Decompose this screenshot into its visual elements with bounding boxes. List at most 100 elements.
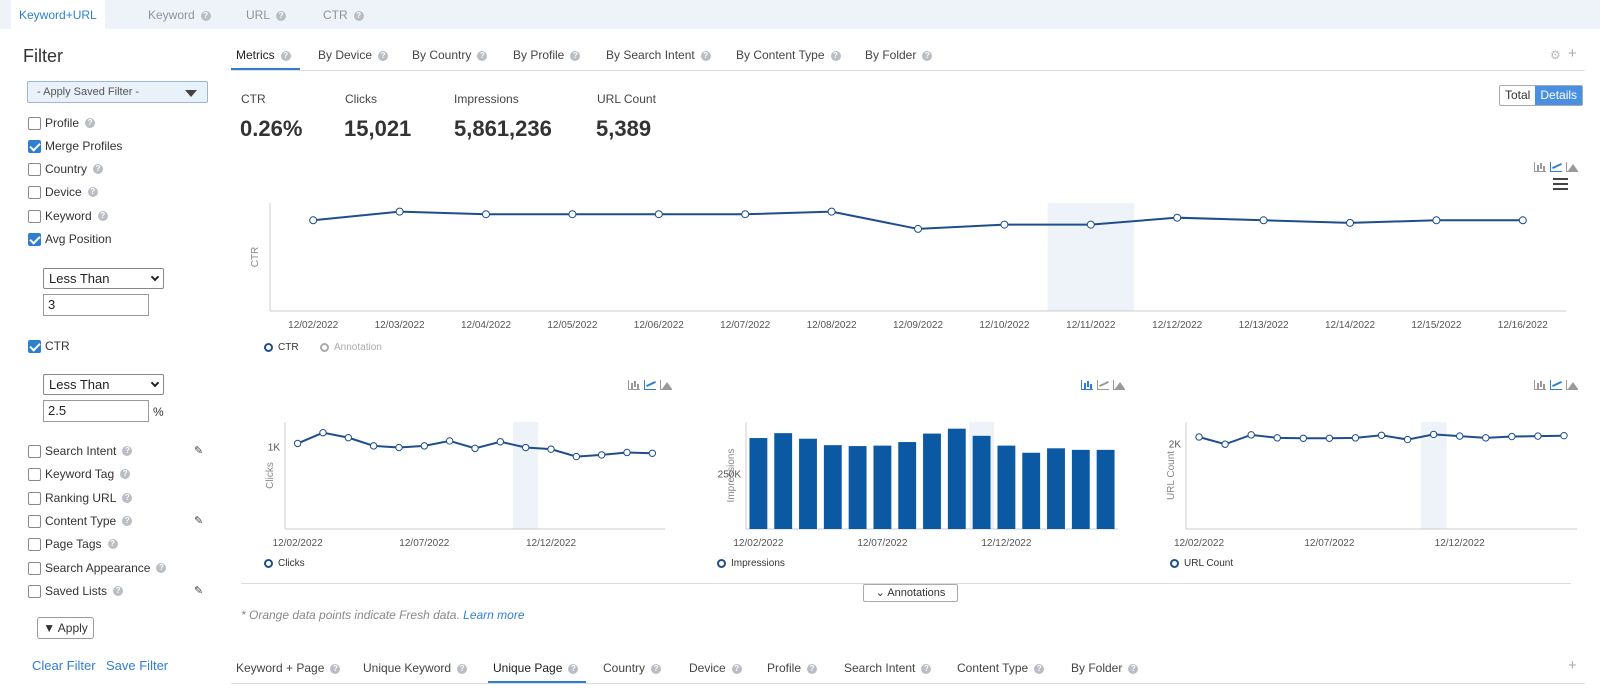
- tab-country[interactable]: Country?: [603, 661, 662, 675]
- filter-saved-lists[interactable]: Saved Lists?: [28, 583, 124, 599]
- apply-saved-filter-select[interactable]: - Apply Saved Filter -: [27, 81, 208, 103]
- question-icon[interactable]: ?: [93, 164, 104, 174]
- checkbox[interactable]: [28, 162, 41, 176]
- checkbox[interactable]: [28, 561, 41, 575]
- filter-ctr[interactable]: CTR: [28, 338, 70, 354]
- tab-profile[interactable]: Profile?: [767, 661, 818, 675]
- question-icon[interactable]: ?: [378, 51, 389, 61]
- top-tab-ctr[interactable]: CTR?: [315, 0, 372, 29]
- pencil-icon[interactable]: ✎: [194, 515, 204, 527]
- ctr-value-input[interactable]: 2.5: [43, 400, 149, 422]
- tab-by-content-type[interactable]: By Content Type?: [736, 48, 841, 62]
- filter-content-type[interactable]: Content Type?: [28, 513, 133, 529]
- tab-by-folder[interactable]: By Folder?: [865, 48, 933, 62]
- checkbox[interactable]: [28, 116, 41, 130]
- legend-clicks[interactable]: Clicks: [264, 558, 305, 569]
- question-icon[interactable]: ?: [700, 51, 711, 61]
- tab-by-profile[interactable]: By Profile?: [513, 48, 581, 62]
- bar-chart-icon[interactable]: [1534, 162, 1546, 172]
- question-icon[interactable]: ?: [922, 51, 933, 61]
- question-icon[interactable]: ?: [107, 539, 118, 549]
- tab-by-country[interactable]: By Country?: [412, 48, 488, 62]
- tab-by-folder-bottom[interactable]: By Folder?: [1071, 661, 1139, 675]
- checkbox[interactable]: [28, 185, 41, 199]
- tab-content-type[interactable]: Content Type?: [957, 661, 1045, 675]
- plus-icon[interactable]: +: [1568, 657, 1577, 674]
- checkbox[interactable]: [28, 232, 41, 246]
- legend-url-count[interactable]: URL Count: [1170, 558, 1233, 569]
- hamburger-icon[interactable]: [1553, 178, 1568, 190]
- question-icon[interactable]: ?: [457, 664, 468, 674]
- tab-unique-keyword[interactable]: Unique Keyword?: [363, 661, 468, 675]
- checkbox[interactable]: [28, 514, 41, 528]
- line-chart-icon[interactable]: [644, 380, 656, 390]
- avg-position-value-input[interactable]: 3: [43, 294, 149, 316]
- question-icon[interactable]: ?: [87, 187, 98, 197]
- question-icon[interactable]: ?: [921, 664, 932, 674]
- learn-more-link[interactable]: Learn more: [463, 608, 525, 622]
- filter-avg-position[interactable]: Avg Position: [28, 231, 112, 247]
- filter-page-tags[interactable]: Page Tags?: [28, 536, 118, 552]
- total-toggle-button[interactable]: Total: [1505, 88, 1531, 102]
- plus-icon[interactable]: +: [1568, 45, 1577, 62]
- checkbox[interactable]: [28, 209, 41, 223]
- bar-chart-icon[interactable]: [1081, 380, 1093, 390]
- question-icon[interactable]: ?: [156, 563, 167, 573]
- avg-position-operator-select[interactable]: Less Than: [43, 268, 164, 289]
- tab-keyword-page[interactable]: Keyword + Page?: [236, 661, 341, 675]
- area-chart-icon[interactable]: [1566, 162, 1578, 172]
- question-icon[interactable]: ?: [122, 446, 133, 456]
- question-icon[interactable]: ?: [97, 211, 108, 221]
- top-tab-url[interactable]: URL?: [238, 0, 294, 29]
- question-icon[interactable]: ?: [1128, 664, 1139, 674]
- tab-device[interactable]: Device?: [689, 661, 742, 675]
- checkbox[interactable]: [28, 491, 41, 505]
- tab-search-intent[interactable]: Search Intent?: [844, 661, 932, 675]
- question-icon[interactable]: ?: [353, 11, 364, 21]
- question-icon[interactable]: ?: [651, 664, 662, 674]
- legend-ctr[interactable]: CTR: [264, 342, 299, 353]
- filter-keyword-tag[interactable]: Keyword Tag?: [28, 466, 131, 482]
- question-icon[interactable]: ?: [280, 51, 291, 61]
- filter-device[interactable]: Device?: [28, 184, 98, 200]
- filter-ranking-url[interactable]: Ranking URL?: [28, 490, 133, 506]
- question-icon[interactable]: ?: [85, 118, 96, 128]
- checkbox[interactable]: [28, 139, 41, 153]
- question-icon[interactable]: ?: [570, 51, 581, 61]
- area-chart-icon[interactable]: [1113, 380, 1125, 390]
- question-icon[interactable]: ?: [807, 664, 818, 674]
- details-toggle-button[interactable]: Details: [1535, 86, 1583, 105]
- checkbox[interactable]: [28, 537, 41, 551]
- pencil-icon[interactable]: ✎: [194, 585, 204, 597]
- annotations-button[interactable]: ⌄ Annotations: [863, 584, 958, 602]
- line-chart-icon[interactable]: [1550, 380, 1562, 390]
- bar-chart-icon[interactable]: [628, 380, 640, 390]
- top-tab-keyword-url[interactable]: Keyword+URL: [11, 0, 105, 29]
- area-chart-icon[interactable]: [660, 380, 672, 390]
- bar-chart-icon[interactable]: [1534, 380, 1546, 390]
- filter-search-intent[interactable]: Search Intent?: [28, 443, 133, 459]
- tab-unique-page[interactable]: Unique Page?: [493, 661, 579, 675]
- checkbox[interactable]: [28, 444, 41, 458]
- filter-keyword[interactable]: Keyword?: [28, 208, 108, 224]
- question-icon[interactable]: ?: [830, 51, 841, 61]
- line-chart-icon[interactable]: [1097, 380, 1109, 390]
- legend-impressions[interactable]: Impressions: [717, 558, 785, 569]
- filter-search-appearance[interactable]: Search Appearance?: [28, 560, 167, 576]
- tab-by-device[interactable]: By Device?: [318, 48, 389, 62]
- tab-metrics[interactable]: Metrics?: [236, 48, 291, 62]
- question-icon[interactable]: ?: [120, 469, 131, 479]
- filter-profile[interactable]: Profile?: [28, 115, 96, 131]
- top-tab-keyword[interactable]: Keyword?: [140, 0, 219, 29]
- question-icon[interactable]: ?: [200, 11, 211, 21]
- question-icon[interactable]: ?: [568, 664, 579, 674]
- ctr-operator-select[interactable]: Less Than: [43, 374, 164, 395]
- line-chart-icon[interactable]: [1550, 162, 1562, 172]
- question-icon[interactable]: ?: [113, 586, 124, 596]
- filter-merge-profiles[interactable]: Merge Profiles: [28, 138, 122, 154]
- pencil-icon[interactable]: ✎: [194, 445, 204, 457]
- question-icon[interactable]: ?: [1034, 664, 1045, 674]
- question-icon[interactable]: ?: [276, 11, 287, 21]
- question-icon[interactable]: ?: [122, 516, 133, 526]
- area-chart-icon[interactable]: [1566, 380, 1578, 390]
